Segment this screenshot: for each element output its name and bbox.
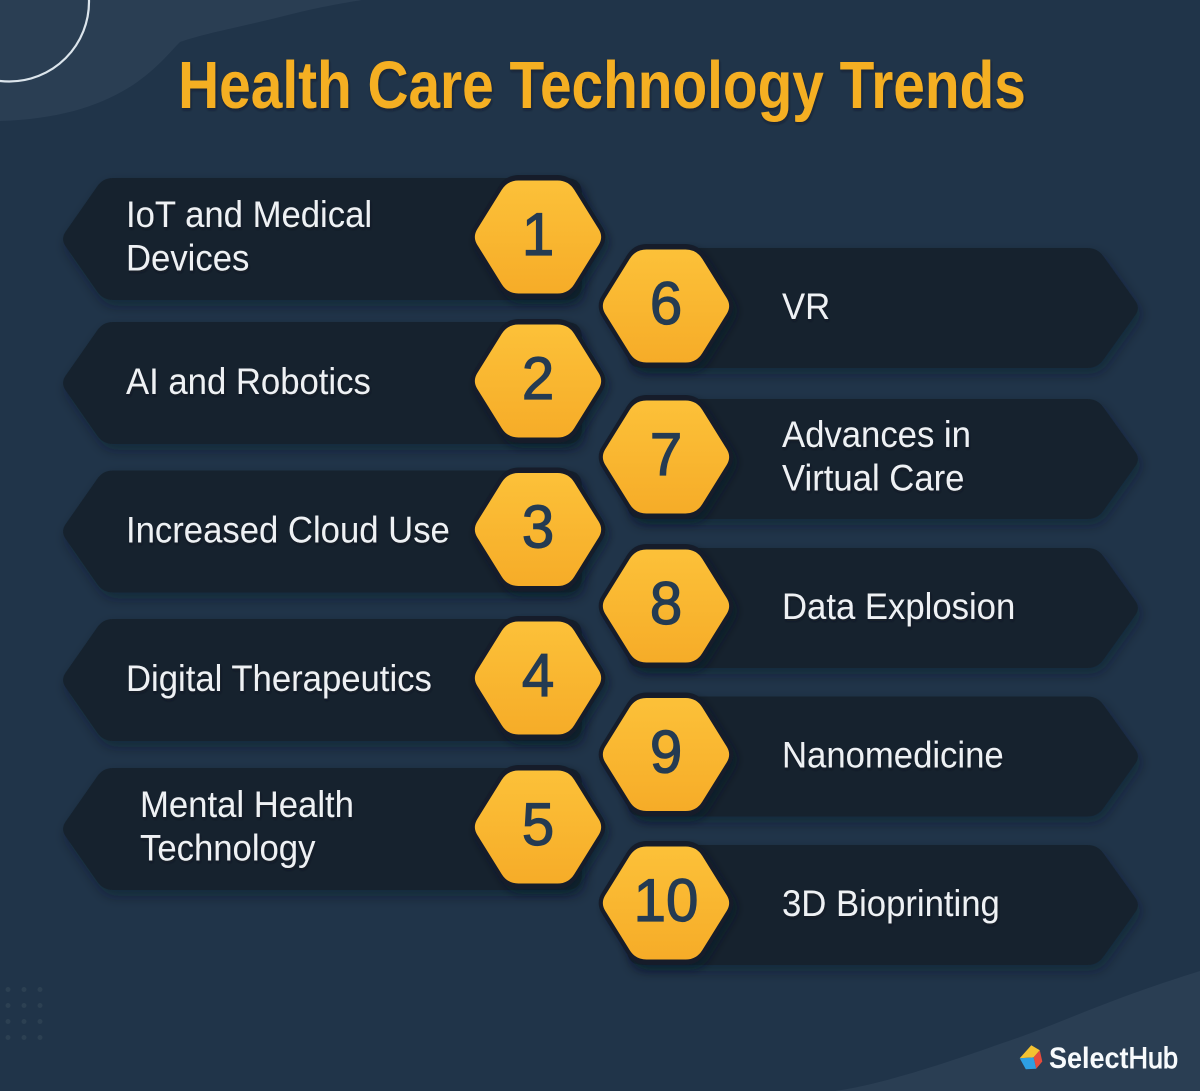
svg-text:Data Explosion: Data Explosion bbox=[782, 585, 1015, 628]
svg-text:1: 1 bbox=[522, 200, 554, 268]
svg-text:Increased Cloud Use: Increased Cloud Use bbox=[126, 508, 450, 551]
svg-text:Devices: Devices bbox=[126, 236, 249, 279]
svg-text:Nanomedicine: Nanomedicine bbox=[782, 733, 1004, 776]
svg-text:SelectHub: SelectHub bbox=[1049, 1042, 1178, 1076]
svg-text:Virtual Care: Virtual Care bbox=[782, 456, 964, 499]
svg-text:Mental Health: Mental Health bbox=[140, 783, 354, 826]
svg-text:Digital Therapeutics: Digital Therapeutics bbox=[126, 657, 432, 700]
svg-text:IoT and Medical: IoT and Medical bbox=[126, 193, 372, 236]
svg-text:VR: VR bbox=[782, 285, 830, 328]
svg-text:6: 6 bbox=[650, 269, 682, 337]
svg-text:9: 9 bbox=[650, 718, 682, 786]
svg-text:7: 7 bbox=[650, 420, 682, 488]
svg-text:Health Care Technology Trends: Health Care Technology Trends bbox=[178, 49, 1026, 124]
svg-text:4: 4 bbox=[522, 641, 554, 709]
svg-text:AI and Robotics: AI and Robotics bbox=[126, 360, 371, 403]
svg-text:Technology: Technology bbox=[140, 826, 315, 869]
svg-text:5: 5 bbox=[522, 790, 554, 858]
svg-text:Advances in: Advances in bbox=[782, 413, 971, 456]
svg-text:2: 2 bbox=[522, 344, 554, 412]
svg-text:8: 8 bbox=[650, 569, 682, 637]
svg-text:3: 3 bbox=[522, 493, 554, 561]
svg-text:10: 10 bbox=[634, 866, 699, 934]
svg-text:3D Bioprinting: 3D Bioprinting bbox=[782, 882, 1000, 925]
